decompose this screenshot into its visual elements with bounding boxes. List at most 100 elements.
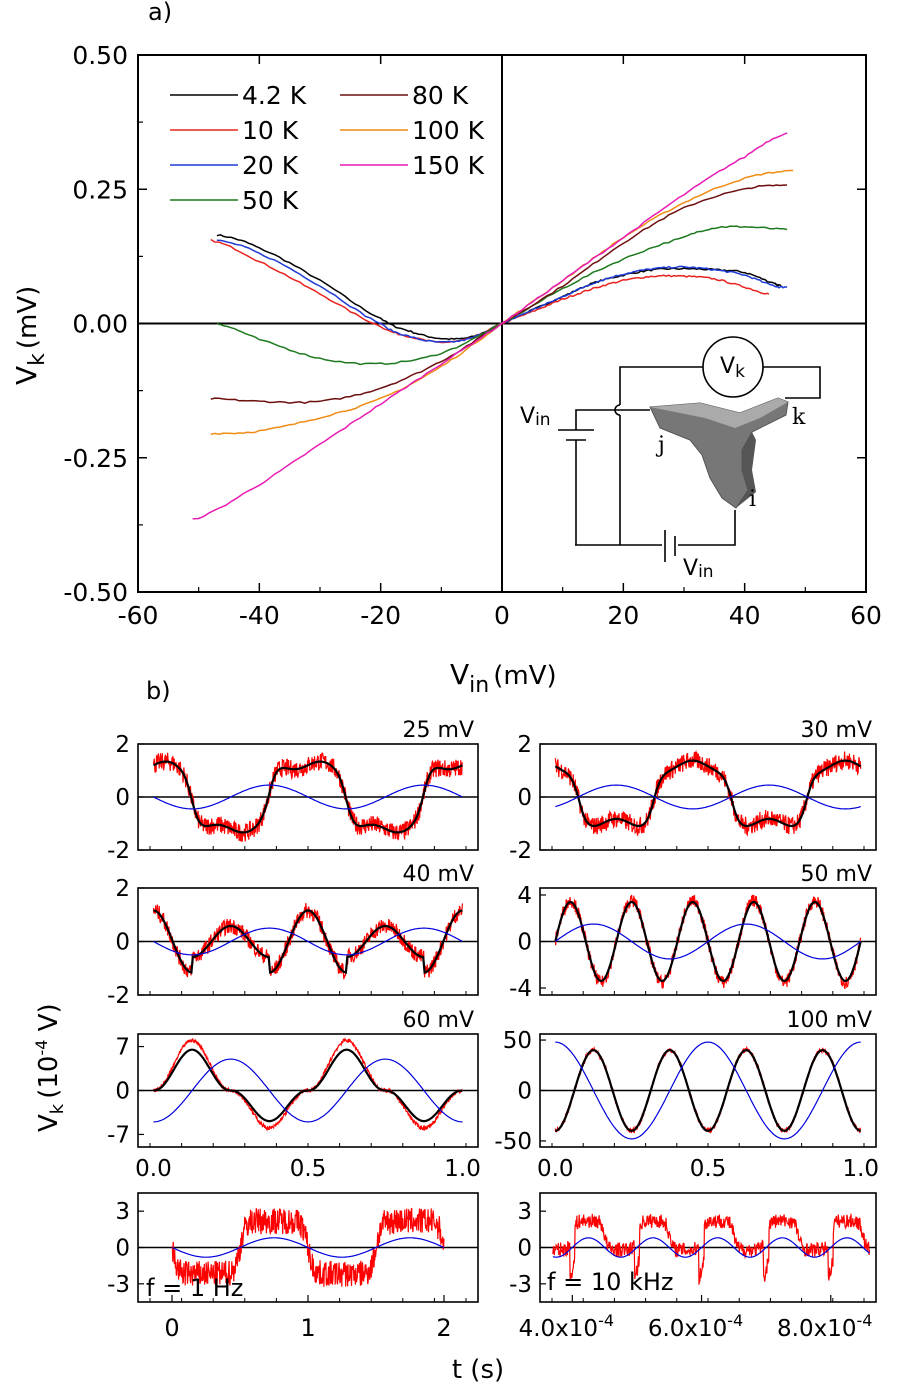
panel-a-plot: -60 -40 -20 0 20 40 60 -0.50 -0.25 0.00 0.25 0.50 4.… xyxy=(63,41,882,630)
series-line-4-2-K xyxy=(216,234,782,341)
panel-b-xlabel: t (s) xyxy=(452,1355,504,1385)
b-ylabel-unit: (10 xyxy=(34,1056,64,1099)
y-tick-label: -3 xyxy=(509,1272,532,1298)
series-line-20-K xyxy=(216,239,788,343)
b-ylabel-exp: -4 xyxy=(32,1040,51,1056)
y-tick-label: 50 xyxy=(503,1028,532,1054)
inset-label-k: k xyxy=(792,405,806,430)
x-tick-label: 0.0 xyxy=(135,1156,172,1182)
y-tick-label: -0.25 xyxy=(63,444,128,473)
circuit-labels: Vk Vin Vin k j i xyxy=(520,354,806,582)
tick-base: 4.0x10 xyxy=(519,1316,598,1342)
x-tick-label: 6.0x10-4 xyxy=(648,1311,743,1342)
ylabel-main: V xyxy=(10,366,43,385)
y-tick-label: -4 xyxy=(509,976,532,1002)
tick-base: 8.0x10 xyxy=(777,1316,856,1342)
y-tick-label: 4 xyxy=(517,883,532,909)
svg-text:Vin: Vin xyxy=(683,556,714,582)
y-tick-label: 2 xyxy=(115,732,130,758)
y-tick-label: 0.00 xyxy=(72,310,128,339)
x-tick-label: 2 xyxy=(436,1314,451,1342)
inset-label-j: j xyxy=(655,433,665,458)
x-tick-label: 0 xyxy=(164,1314,179,1342)
y-tick-label: 2 xyxy=(517,732,532,758)
y-tick-label: 2 xyxy=(115,876,130,902)
trace-line xyxy=(555,1041,861,1140)
xlabel-unit: (mV) xyxy=(493,661,556,691)
legend-label: 20 K xyxy=(242,151,299,180)
voltage-label: 60 mV xyxy=(403,1008,474,1033)
x-tick-label: 20 xyxy=(607,601,639,630)
y-tick-label: 0 xyxy=(517,785,532,811)
y-tick-label: -2 xyxy=(509,838,532,864)
tick-exp: -4 xyxy=(857,1311,873,1330)
xlabel-main: V xyxy=(450,658,469,691)
trace-line xyxy=(153,927,463,956)
svg-text:Vin(mV): Vin (mV) xyxy=(450,658,557,698)
legend-label: 10 K xyxy=(242,116,299,145)
subplot-5: -7 0 7 60 mV xyxy=(107,1008,479,1148)
trace-line xyxy=(153,760,463,834)
legend-label: 150 K xyxy=(412,151,485,180)
y-tick-label: 0.50 xyxy=(72,41,128,70)
trace-line xyxy=(552,1237,870,1258)
wire-right xyxy=(763,366,821,399)
trace-line xyxy=(554,923,862,960)
legend-label: 4.2 K xyxy=(242,81,307,110)
x-tick-label: 0.5 xyxy=(290,1156,327,1182)
voltage-label: 50 mV xyxy=(801,862,872,887)
y-tick-label: 0 xyxy=(517,1079,532,1105)
x-tick-label: 60 xyxy=(850,601,882,630)
trace-line xyxy=(153,1048,463,1123)
subplot-1: -2 0 2 25 mV xyxy=(107,718,479,864)
panel-a-ylabel: Vk (mV) xyxy=(10,286,50,385)
inset-vin-main: V xyxy=(520,404,535,429)
series-line-80-K xyxy=(210,184,788,404)
voltage-label: 25 mV xyxy=(403,718,474,743)
inset-vk-sub: k xyxy=(735,362,745,382)
y-tick-label: -0.50 xyxy=(63,578,128,607)
subplot-7: -3 0 3 xyxy=(107,1192,479,1303)
trace-line xyxy=(171,1207,445,1287)
y-tick-label: 0.25 xyxy=(72,175,128,204)
x-tick-label: 0 xyxy=(494,601,510,630)
wire-battery-up xyxy=(575,409,650,430)
subplot-2: -2 0 2 30 mV xyxy=(509,718,877,864)
x-tick-label: -60 xyxy=(118,601,159,630)
tick-exp: -4 xyxy=(598,1311,614,1330)
freq-label-left: f = 1 Hz xyxy=(146,1274,243,1302)
freq-label-right: f = 10 kHz xyxy=(547,1268,674,1296)
subplot-4: -4 0 4 50 mV xyxy=(509,862,877,1002)
trace-line xyxy=(153,1058,463,1123)
wire-left-top xyxy=(619,366,703,405)
x-tick-label: 0.5 xyxy=(690,1156,727,1182)
x-tick-label: -40 xyxy=(239,601,280,630)
x-tick-label: 1.0 xyxy=(444,1156,481,1182)
trace-line xyxy=(153,909,463,974)
legend-label: 100 K xyxy=(412,116,485,145)
b-ylabel-main: V xyxy=(34,1114,64,1132)
voltage-label: 40 mV xyxy=(403,862,474,887)
b-ylabel-sub: k xyxy=(47,1103,68,1114)
inset-label-i: i xyxy=(749,487,756,512)
svg-text:Vin: Vin xyxy=(520,404,551,430)
trace-line xyxy=(153,784,463,810)
trace-line xyxy=(152,1037,463,1132)
b-ylabel-tail: V) xyxy=(34,1003,64,1039)
inset-vin2-sub: in xyxy=(698,562,714,582)
ylabel-unit: (mV) xyxy=(13,286,43,349)
y-tick-label: 0 xyxy=(115,1079,130,1105)
trace-line xyxy=(552,1213,871,1285)
svg-text:Vk: Vk xyxy=(720,354,745,382)
x-tick-label: 0.0 xyxy=(537,1156,574,1182)
svg-text:Vk(mV): Vk (mV) xyxy=(10,286,50,385)
y-tick-label: -2 xyxy=(107,838,130,864)
legend-label: 80 K xyxy=(412,81,469,110)
y-tick-label: -2 xyxy=(107,983,130,1009)
panel-a-letter: a) xyxy=(148,0,172,26)
trace-line xyxy=(555,784,861,810)
y-tick-label: 3 xyxy=(517,1199,532,1225)
subplot-3: -2 0 2 40 mV xyxy=(107,862,479,1009)
voltage-label: 100 mV xyxy=(787,1008,872,1033)
